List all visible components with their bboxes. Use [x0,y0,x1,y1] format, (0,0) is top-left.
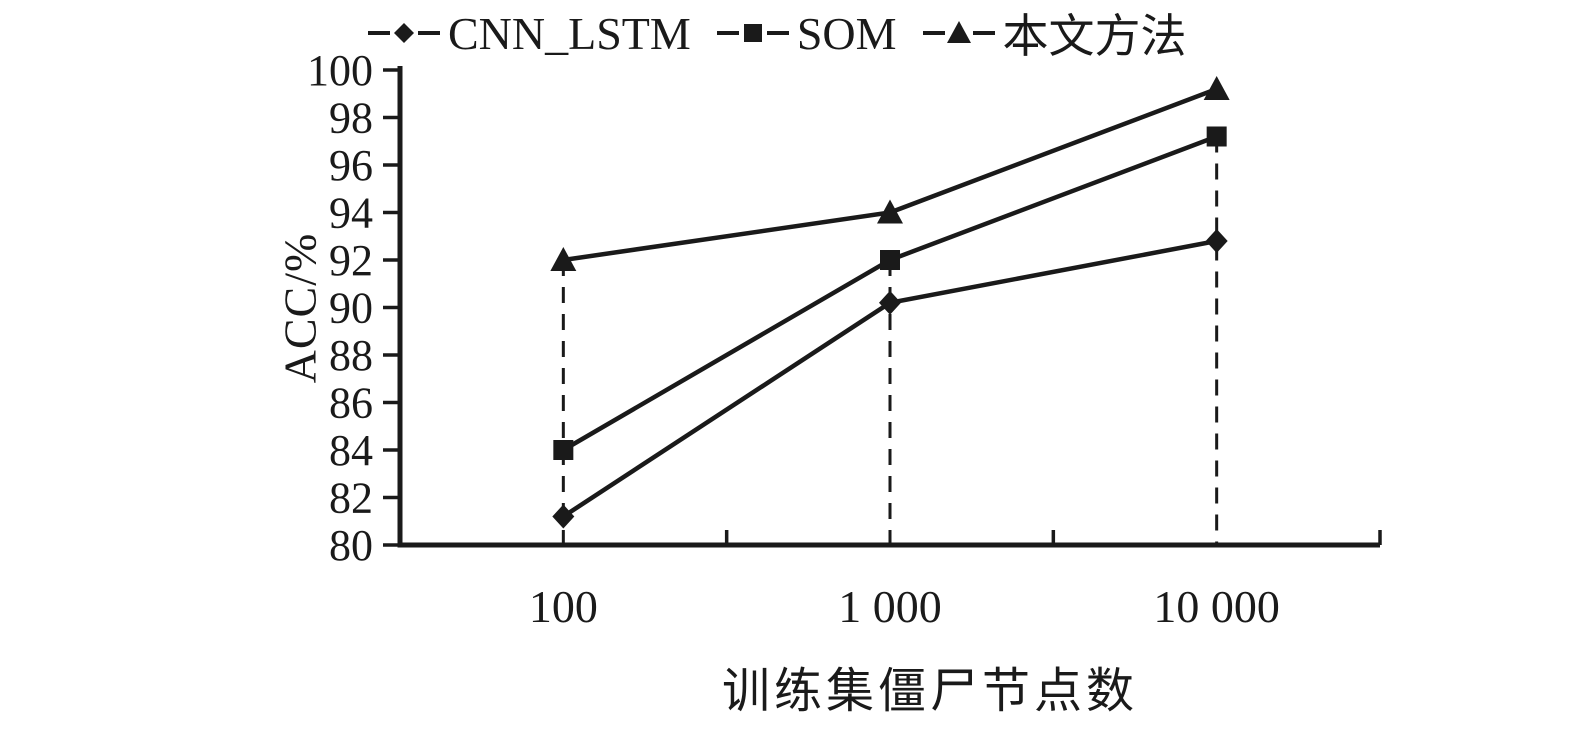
svg-text:10 000: 10 000 [1153,581,1280,632]
legend-label: SOM [796,7,897,59]
svg-text:1 000: 1 000 [838,581,942,632]
legend-item-som: SOM [716,7,897,60]
legend-label: 本文方法 [1002,11,1187,62]
legend-item-cnn-lstm: CNN_LSTM [368,7,691,60]
svg-text:90: 90 [329,284,373,333]
triangle-marker-icon [922,21,995,43]
diamond-marker-icon [368,23,440,43]
svg-text:84: 84 [329,426,373,475]
legend-item-benwen-method: 本文方法 [922,0,1187,66]
svg-text:86: 86 [329,379,373,428]
square-marker-icon [716,24,789,42]
svg-text:98: 98 [329,94,373,143]
legend-label: CNN_LSTM [448,7,691,59]
svg-text:100: 100 [529,581,598,632]
legend: CNN_LSTM SOM 本文方法 [368,0,1187,66]
svg-text:94: 94 [329,189,373,238]
x-axis-label: 训练集僵尸节点数 [721,665,1139,718]
svg-text:88: 88 [329,331,373,380]
svg-text:100: 100 [307,46,373,95]
svg-text:96: 96 [329,141,373,190]
y-axis-label: ACC/% [274,232,326,384]
svg-text:92: 92 [329,236,373,285]
svg-text:80: 80 [329,521,373,570]
svg-text:82: 82 [329,474,373,523]
